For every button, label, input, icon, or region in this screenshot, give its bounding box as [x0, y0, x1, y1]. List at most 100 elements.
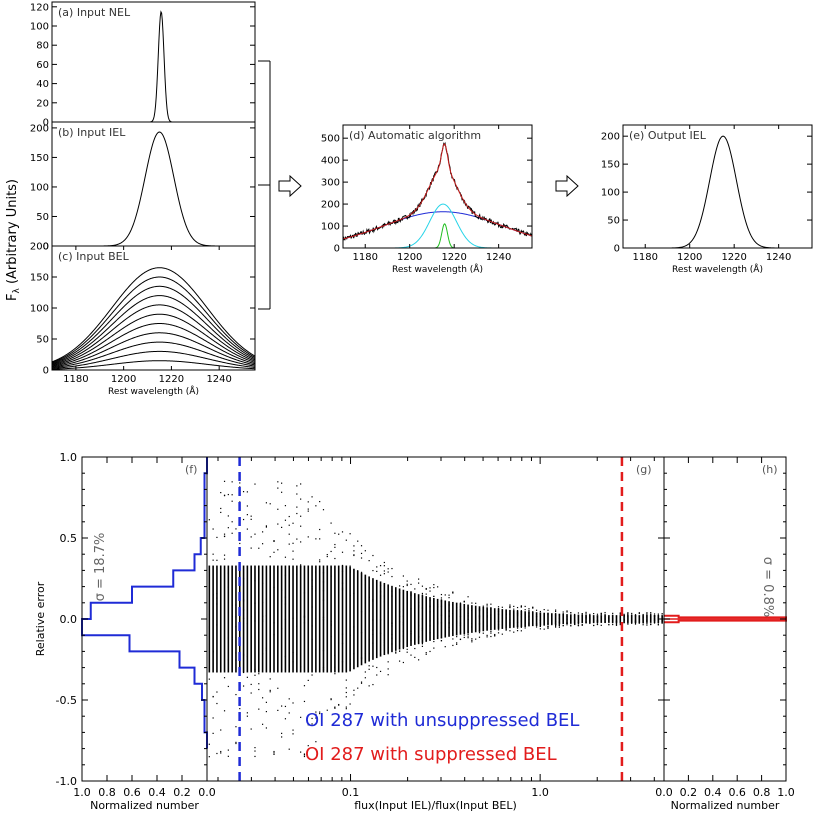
scatter-point: [269, 601, 271, 603]
scatter-point: [558, 614, 561, 616]
y-tick-label: 120: [30, 2, 49, 13]
scatter-point: [307, 501, 309, 503]
scatter-point: [467, 615, 469, 617]
scatter-point: [345, 687, 347, 689]
scatter-point: [528, 615, 530, 617]
scatter-point: [574, 622, 576, 624]
scatter-point: [269, 670, 271, 672]
scatter-point: [448, 610, 450, 612]
scatter-point: [467, 612, 469, 614]
x-axis-label: Rest wavelength (Å): [672, 263, 763, 275]
scatter-point: [315, 648, 317, 651]
scatter-point: [406, 595, 408, 597]
histogram-bar: [195, 554, 208, 570]
scatter-point: [330, 699, 332, 701]
scatter-point: [254, 668, 256, 671]
bel-profile-line: [52, 276, 255, 364]
y-tick-label: 100: [30, 182, 49, 193]
scatter-point: [516, 606, 519, 609]
scatter-point: [216, 592, 218, 595]
scatter-point: [360, 681, 363, 683]
scatter-point: [429, 587, 431, 589]
scatter-point: [223, 554, 226, 556]
scatter-point: [406, 584, 408, 587]
scatter-point: [376, 638, 378, 640]
scatter-point: [494, 625, 496, 627]
scatter-point: [265, 649, 267, 651]
scatter-point: [539, 613, 541, 615]
scatter-point: [341, 661, 344, 663]
scatter-point: [334, 654, 336, 657]
model-fit-line: [343, 143, 532, 240]
scatter-point: [551, 615, 553, 618]
scatter-point: [585, 611, 587, 613]
scatter-point: [490, 603, 492, 605]
scatter-point: [535, 622, 538, 625]
scatter-point: [513, 605, 515, 608]
scatter-point: [570, 624, 572, 626]
scatter-point: [482, 624, 484, 626]
scatter-point: [395, 618, 397, 620]
scatter-point: [486, 612, 488, 614]
scatter-point: [322, 650, 325, 652]
scatter-point: [269, 556, 271, 558]
scatter-point: [292, 651, 294, 654]
scatter-point: [547, 609, 549, 611]
scatter-point: [284, 556, 287, 558]
histogram-bar: [82, 619, 207, 635]
scatter-point: [239, 604, 241, 606]
scatter-point: [227, 755, 229, 757]
scatter-point: [619, 617, 621, 619]
scatter-point: [646, 614, 648, 617]
scatter-point: [349, 634, 351, 636]
scatter-point: [341, 531, 344, 533]
scatter-point: [231, 615, 233, 618]
scatter-point: [360, 557, 363, 559]
scatter-point: [547, 612, 549, 614]
scatter-point: [383, 639, 385, 642]
scatter-point: [349, 533, 351, 535]
scatter-point: [227, 493, 229, 496]
scatter-point: [463, 613, 465, 615]
scatter-point: [254, 674, 256, 676]
scatter-point: [623, 615, 625, 618]
scatter-point: [372, 554, 374, 557]
y-tick-label: 40: [36, 79, 49, 90]
scatter-point: [265, 598, 267, 600]
scatter-point: [208, 678, 210, 680]
scatter-point: [478, 615, 481, 617]
scatter-point: [261, 582, 264, 584]
scatter-point: [589, 613, 591, 615]
scatter-point: [501, 623, 503, 625]
scatter-point: [604, 614, 606, 616]
scatter-point: [281, 669, 283, 671]
scatter-point: [341, 642, 344, 645]
x-tick-label: 1.0: [777, 786, 795, 799]
scatter-point: [292, 550, 294, 552]
scatter-point: [421, 643, 424, 645]
scatter-point: [265, 526, 267, 528]
scatter-point: [269, 689, 271, 691]
scatter-point: [585, 613, 587, 615]
scatter-point: [410, 630, 412, 632]
y-tick-label: 100: [321, 222, 340, 233]
scatter-point: [429, 620, 431, 622]
scatter-point: [475, 611, 477, 613]
scatter-point: [395, 624, 397, 627]
scatter-point: [494, 615, 496, 617]
x-tick-label: 1240: [766, 252, 791, 263]
scatter-point: [402, 624, 404, 626]
scatter-point: [513, 624, 515, 627]
scatter-point: [551, 622, 553, 624]
scatter-point: [570, 618, 572, 620]
scatter-point: [315, 505, 317, 507]
scatter-point: [433, 595, 435, 598]
scatter-point: [330, 623, 332, 625]
scatter-point: [562, 625, 564, 627]
scatter-point: [368, 587, 370, 589]
scatter-point: [627, 620, 629, 622]
scatter-point: [364, 550, 366, 552]
scatter-point: [368, 665, 370, 667]
scatter-point: [311, 579, 313, 581]
